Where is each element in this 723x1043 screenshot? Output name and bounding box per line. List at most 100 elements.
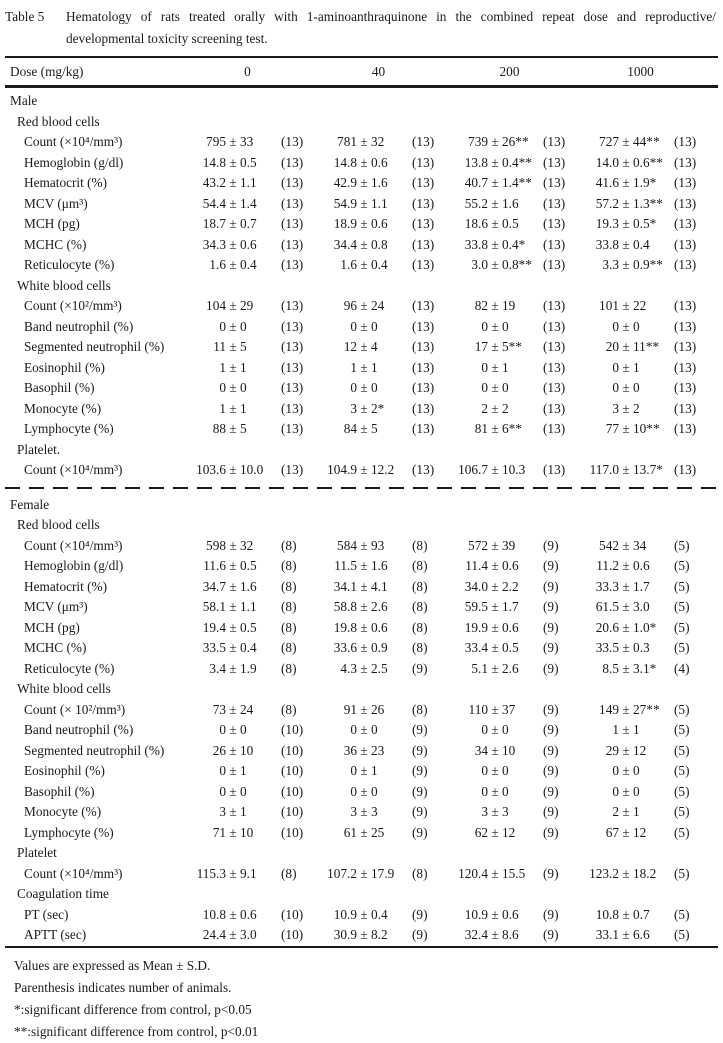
- row-label: MCV (μm³): [24, 195, 88, 211]
- table-cell: 34.0 ±2.2 (9): [444, 579, 575, 595]
- cell-animal-count: (13): [674, 195, 697, 211]
- table-cell: 19.8 ±0.6 (8): [313, 620, 444, 636]
- row-label: Count (×10⁴/mm³): [24, 865, 123, 881]
- row-label: Reticulocyte (%): [24, 257, 115, 273]
- row-label: MCHC (%): [24, 236, 87, 252]
- plus-minus-sign: ±: [229, 236, 237, 252]
- plus-minus-sign: ±: [360, 599, 368, 615]
- cell-mean: 58.8: [333, 599, 357, 615]
- table-row: Basophil (%) 0 ±0 (13) 0 ±0 (13) 0 ±0 (13) 0 ±0 (13): [5, 378, 718, 399]
- table-cell: 0 ±0 (13): [575, 319, 706, 335]
- cell-animal-count: (9): [412, 660, 428, 676]
- table-cell: 11 ±5 (13): [182, 339, 313, 355]
- cell-mean: 0: [350, 722, 357, 738]
- table-cell: 54.4 ±1.4 (13): [182, 196, 313, 212]
- plus-minus-sign: ±: [491, 804, 499, 820]
- cell-sd: 0.5: [240, 619, 257, 635]
- table-cell: 3 ±2 (13): [575, 401, 706, 417]
- cell-sd: 1.7: [502, 599, 519, 615]
- plus-minus-sign: ±: [622, 154, 630, 170]
- cell-animal-count: (13): [543, 216, 566, 232]
- cell-animal-count: (9): [543, 865, 559, 881]
- bottom-rule: [5, 945, 718, 948]
- table-cell: 33.8 ±0.4* (13): [444, 237, 575, 253]
- plus-minus-sign: ±: [229, 578, 237, 594]
- plus-minus-sign: ±: [360, 134, 368, 150]
- table-cell: 59.5 ±1.7 (9): [444, 599, 575, 615]
- cell-mean: 54.4: [202, 195, 226, 211]
- table-cell: 0 ±0 (13): [444, 380, 575, 396]
- cell-mean: 12: [343, 339, 357, 355]
- cell-sd: 0.6: [240, 236, 257, 252]
- cell-mean: 32.4: [464, 927, 488, 943]
- table-cell: 10.8 ±0.7 (5): [575, 907, 706, 923]
- plus-minus-sign: ±: [360, 927, 368, 943]
- cell-animal-count: (5): [674, 701, 690, 717]
- dose-column-200: 200: [499, 63, 520, 79]
- cell-sd: 33: [240, 134, 254, 150]
- cell-animal-count: (5): [674, 599, 690, 615]
- table-cell: 1 ±1 (13): [182, 401, 313, 417]
- plus-minus-sign: ±: [622, 701, 630, 717]
- cell-animal-count: (13): [281, 216, 304, 232]
- table-cell: 0 ±0 (9): [444, 722, 575, 738]
- cell-mean: 739: [468, 134, 488, 150]
- plus-minus-sign: ±: [360, 298, 368, 314]
- cell-sd: 0.7: [633, 906, 650, 922]
- cell-sd: 0: [502, 722, 509, 738]
- table-cell: 11.6 ±0.5 (8): [182, 558, 313, 574]
- cell-mean: 19.3: [595, 216, 619, 232]
- cell-sd: 1: [371, 763, 378, 779]
- cell-animal-count: (13): [674, 257, 697, 273]
- cell-mean: 11.6: [203, 558, 226, 574]
- cell-mean: 29: [605, 742, 619, 758]
- row-label: Count (×10⁴/mm³): [24, 134, 123, 150]
- table-row: PT (sec) 10.8 ±0.6 (10) 10.9 ±0.4 (9) 10.9 ±0.6(…: [5, 905, 718, 926]
- cell-mean: 0: [481, 763, 488, 779]
- cell-sd: 0.9: [371, 640, 388, 656]
- table-cell: 0 ±0 (9): [444, 784, 575, 800]
- row-label: Count (× 10²/mm³): [24, 701, 126, 717]
- cell-animal-count: (8): [412, 537, 428, 553]
- cell-mean: 30.9: [333, 927, 357, 943]
- table-header-row: Dose (mg/kg) 0 40 200 1000: [5, 58, 718, 85]
- plus-minus-sign: ±: [229, 537, 237, 553]
- table-cell: 149 ±27** (5): [575, 702, 706, 718]
- cell-animal-count: (5): [674, 619, 690, 635]
- cell-sd: 10: [502, 742, 516, 758]
- table-cell: 10.9 ±0.6 (9): [444, 907, 575, 923]
- plus-minus-sign: ±: [622, 400, 630, 416]
- cell-animal-count: (8): [281, 701, 297, 717]
- table-cell: 0 ±0 (9): [313, 784, 444, 800]
- plus-minus-sign: ±: [491, 824, 499, 840]
- cell-mean: 149: [599, 701, 619, 717]
- row-label: Hemoglobin (g/dl): [24, 154, 124, 170]
- plus-minus-sign: ±: [360, 339, 368, 355]
- table-cell: 41.6 ±1.9* (13): [575, 175, 706, 191]
- cell-sd: 2.6: [371, 599, 388, 615]
- plus-minus-sign: ±: [622, 359, 630, 375]
- cell-mean: 584: [337, 537, 357, 553]
- plus-minus-sign: ±: [622, 339, 630, 355]
- cell-mean: 0: [612, 359, 619, 375]
- plus-minus-sign: ±: [622, 640, 630, 656]
- cell-animal-count: (13): [543, 339, 566, 355]
- cell-sd: 0.6: [502, 906, 519, 922]
- table-cell: 73 ±24 (8): [182, 702, 313, 718]
- cell-animal-count: (13): [412, 236, 435, 252]
- cell-mean: 33.5: [595, 640, 619, 656]
- cell-sd: 17.9: [371, 865, 395, 881]
- cell-sd: 0.4: [371, 906, 388, 922]
- plus-minus-sign: ±: [229, 722, 237, 738]
- cell-sd: 1: [633, 804, 640, 820]
- row-label: MCH (pg): [24, 216, 80, 232]
- plus-minus-sign: ±: [360, 154, 368, 170]
- footnote-mean-sd: Values are expressed as Mean ± S.D.: [14, 957, 211, 973]
- table-cell: 34.1 ±4.1 (8): [313, 579, 444, 595]
- cell-animal-count: (8): [281, 660, 297, 676]
- table-cell: 3 ±1 (10): [182, 804, 313, 820]
- plus-minus-sign: ±: [491, 134, 499, 150]
- cell-sd: 0: [633, 763, 640, 779]
- cell-animal-count: (13): [412, 421, 435, 437]
- cell-sd: 0: [502, 783, 509, 799]
